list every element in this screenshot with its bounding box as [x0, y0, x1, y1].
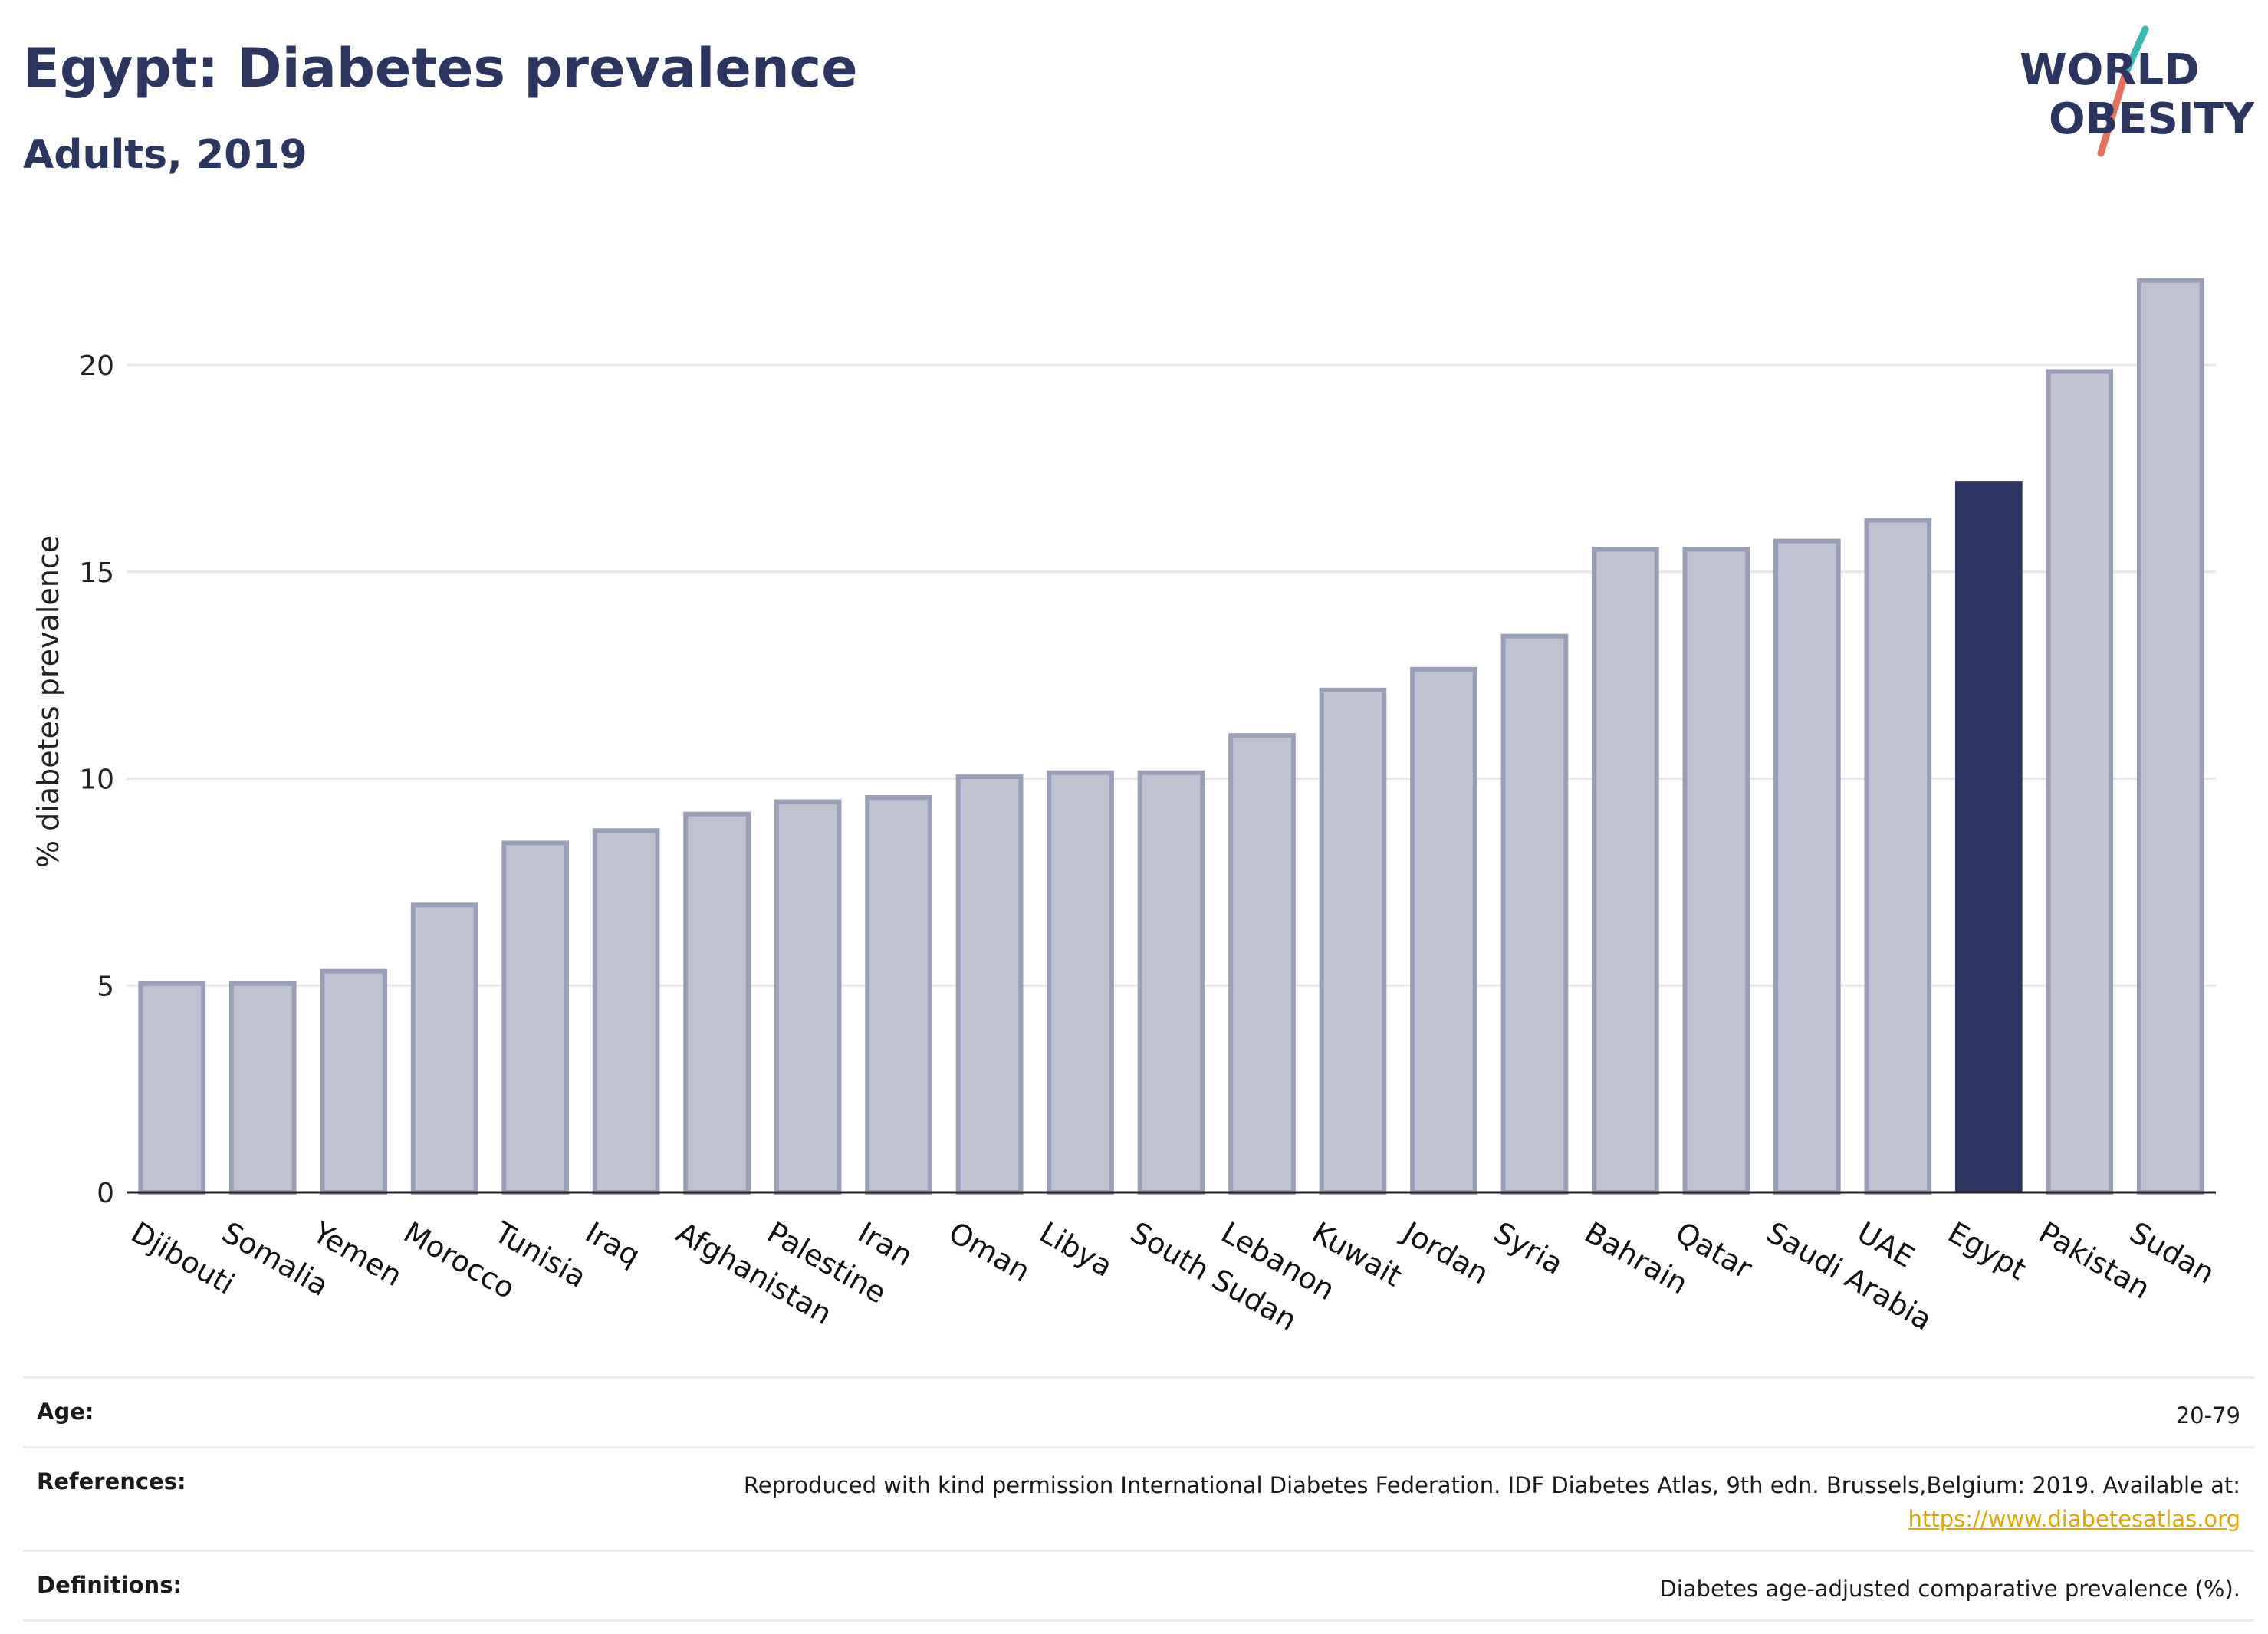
bar-yemen[interactable]	[320, 968, 388, 1195]
bar-libya[interactable]	[1047, 770, 1114, 1195]
bar-somalia[interactable]	[228, 981, 297, 1195]
bar-bahrain[interactable]	[1592, 547, 1659, 1195]
world-obesity-logo: WORLD OBESITY	[2020, 25, 2254, 157]
chart-title: Egypt: Diabetes prevalence	[23, 37, 858, 100]
y-tick-label: 5	[97, 971, 114, 1002]
x-tick-label: Libya	[1034, 1215, 1119, 1284]
bar-south-sudan[interactable]	[1137, 770, 1205, 1195]
x-tick-label: Bahrain	[1579, 1215, 1693, 1301]
bar-uae[interactable]	[1864, 518, 1932, 1195]
references-label: References:	[37, 1468, 186, 1494]
info-row-references: References: Reproduced with kind permiss…	[23, 1446, 2254, 1550]
bar-saudi-arabia[interactable]	[1773, 538, 1841, 1195]
bar-egypt[interactable]	[1954, 481, 2023, 1192]
references-value: Reproduced with kind permission Internat…	[744, 1468, 2240, 1536]
bar-djibouti[interactable]	[138, 981, 206, 1195]
x-tick-label: Saudi Arabia	[1760, 1215, 1938, 1337]
x-tick-label: Syria	[1488, 1215, 1569, 1281]
references-text: Reproduced with kind permission Internat…	[743, 1472, 2240, 1498]
bar-iraq[interactable]	[592, 828, 660, 1195]
bar-iran[interactable]	[865, 795, 932, 1195]
bar-palestine[interactable]	[774, 799, 842, 1195]
info-row-age: Age: 20-79	[23, 1376, 2254, 1446]
logo-line-2: OBESITY	[2049, 94, 2254, 144]
x-tick-label: Jordan	[1396, 1215, 1494, 1291]
y-axis-label: % diabetes prevalence	[31, 535, 65, 868]
y-tick-labels: 0 5 10 15 20	[79, 350, 114, 1209]
x-tick-label: Oman	[943, 1215, 1036, 1288]
definitions-value: Diabetes age-adjusted comparative preval…	[1659, 1576, 2240, 1602]
bar-oman[interactable]	[955, 774, 1024, 1195]
bar-pakistan[interactable]	[2046, 369, 2114, 1195]
bars	[138, 278, 2204, 1195]
age-label: Age:	[37, 1399, 94, 1425]
bar-kuwait[interactable]	[1319, 687, 1387, 1195]
references-link[interactable]: https://www.diabetesatlas.org	[1908, 1506, 2240, 1532]
x-tick-label: Djibouti	[126, 1215, 241, 1301]
age-value: 20-79	[2175, 1402, 2240, 1429]
bar-lebanon[interactable]	[1228, 733, 1296, 1195]
y-tick-label: 20	[79, 350, 114, 382]
logo-stroke-teal	[2122, 25, 2149, 77]
bar-qatar[interactable]	[1682, 547, 1750, 1195]
info-row-definitions: Definitions: Diabetes age-adjusted compa…	[23, 1550, 2254, 1622]
bar-afghanistan[interactable]	[683, 811, 751, 1195]
logo-line-1: WORLD	[2020, 45, 2200, 95]
bar-sudan[interactable]	[2136, 278, 2204, 1195]
bar-jordan[interactable]	[1410, 666, 1477, 1195]
y-tick-label: 10	[79, 764, 114, 796]
bar-syria[interactable]	[1500, 633, 1569, 1195]
y-tick-label: 0	[97, 1178, 114, 1209]
chart-subtitle: Adults, 2019	[23, 132, 307, 178]
x-tick-label: Egypt	[1942, 1215, 2032, 1287]
bar-tunisia[interactable]	[501, 840, 569, 1195]
info-table: Age: 20-79 References: Reproduced with k…	[23, 1376, 2254, 1622]
logo-stroke-coral	[2097, 70, 2129, 157]
bar-morocco[interactable]	[410, 902, 478, 1195]
definitions-label: Definitions:	[37, 1572, 182, 1598]
y-tick-label: 15	[79, 557, 114, 589]
